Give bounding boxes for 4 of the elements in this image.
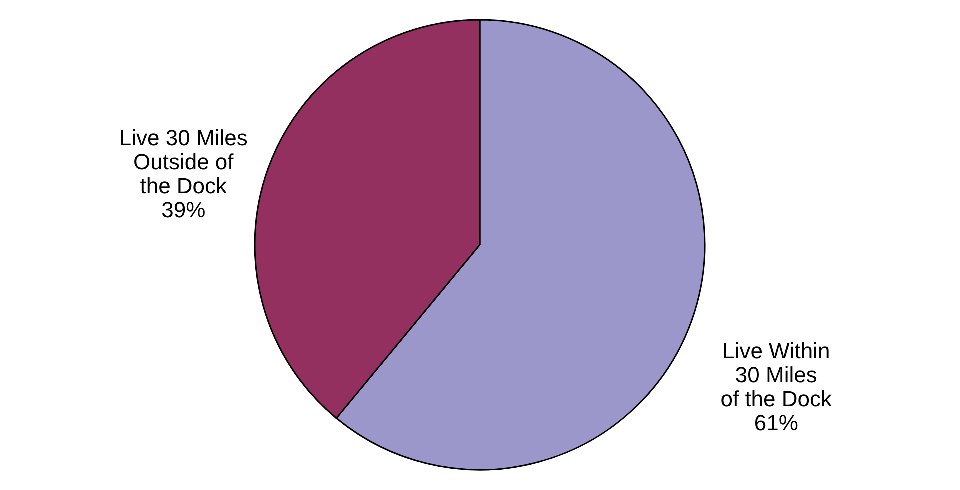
slice-label: Live Within 30 Miles of the Dock — [720, 338, 834, 412]
slice-label: Live 30 Miles Outside of the Dock — [119, 125, 248, 198]
data-label: 61% — [754, 410, 798, 436]
data-label: 39% — [162, 197, 206, 222]
